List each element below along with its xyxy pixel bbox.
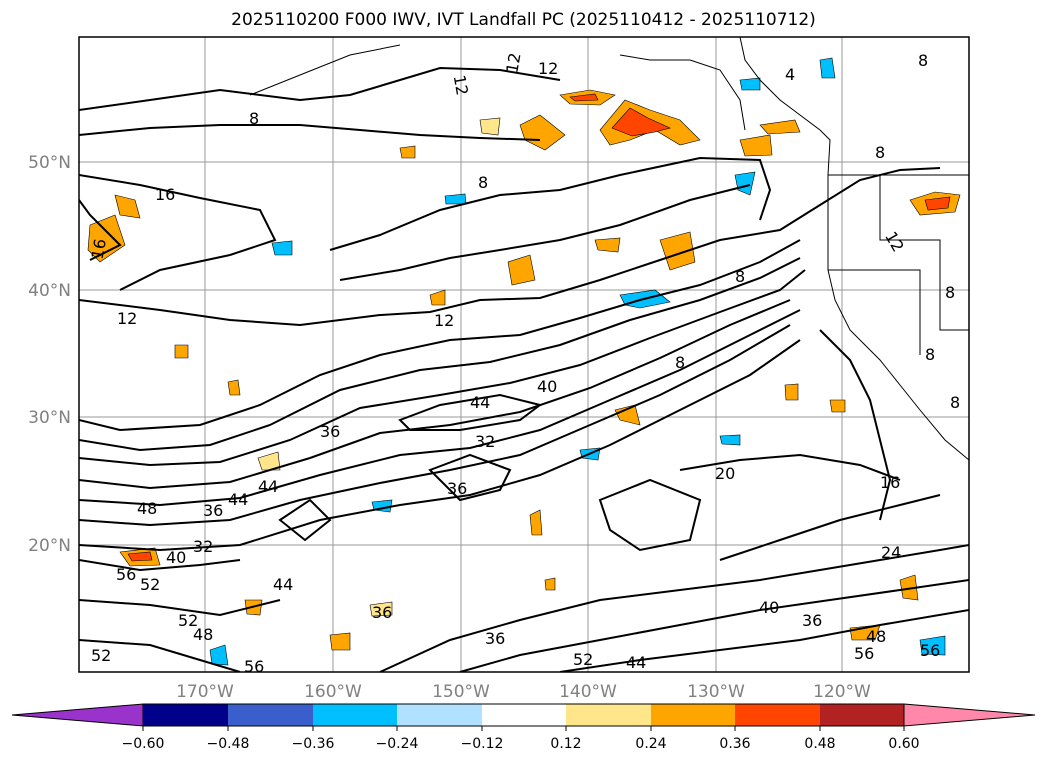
lon-label: 170°W: [176, 682, 234, 702]
map-frame: [78, 36, 970, 673]
lat-label: 20°N: [28, 536, 71, 556]
contour-label: 36: [372, 603, 392, 622]
contour-label: 56: [244, 657, 264, 676]
shaded-anomalies: [87, 57, 961, 666]
colorbar-segment: [143, 704, 228, 726]
colorbar-tick: 0.12: [550, 736, 581, 752]
colorbar-tick: 0.60: [888, 736, 919, 752]
colorbar-max-extension: [903, 703, 1036, 727]
colorbar-tick: −0.36: [292, 736, 335, 752]
contour-label: 8: [735, 267, 745, 286]
colorbar-tick: −0.24: [376, 736, 419, 752]
colorbar-segment: [651, 704, 735, 726]
contour-label: 36: [485, 629, 505, 648]
colorbar-min-extension: [11, 703, 144, 727]
contour-label: 24: [881, 543, 901, 562]
contour-label: 56: [116, 565, 136, 584]
contour-label: 12: [117, 309, 137, 328]
contour-label: 44: [626, 653, 646, 672]
contour-label: 44: [273, 575, 293, 594]
contour-label: 12: [450, 74, 472, 97]
contour-label: 12: [434, 311, 454, 330]
contour-label: 52: [573, 650, 593, 669]
contour-label: 48: [866, 627, 886, 646]
contour-label: 52: [140, 575, 160, 594]
coastlines: [249, 37, 969, 461]
colorbar-segment: [820, 704, 904, 726]
colorbar-tick-labels: −0.60 −0.48 −0.36 −0.24 −0.12 0.12 0.24 …: [122, 736, 920, 752]
contour-label: 40: [537, 377, 557, 396]
contour-label: 8: [675, 353, 685, 372]
map-title: 2025110200 F000 IWV, IVT Landfall PC (20…: [231, 10, 816, 30]
contour-label: 48: [137, 499, 157, 518]
lon-label: 130°W: [687, 682, 745, 702]
contour-label: 56: [854, 644, 874, 663]
colorbar-segment: [566, 704, 651, 726]
contour-label: 16: [155, 185, 175, 204]
contour-label: 36: [447, 479, 467, 498]
contour-label: 32: [193, 537, 213, 556]
colorbar-tick: 0.24: [635, 736, 666, 752]
colorbar-segment: [228, 704, 313, 726]
colorbar-segment: [482, 704, 566, 726]
lon-label: 150°W: [432, 682, 490, 702]
contour-label: 36: [203, 501, 223, 520]
contour-label: 36: [320, 422, 340, 441]
contour-label: 8: [478, 173, 488, 192]
contour-label: 48: [193, 625, 213, 644]
colorbar-tick: 0.48: [804, 736, 835, 752]
contour-label: 16: [880, 473, 900, 492]
contour-label: 8: [950, 393, 960, 412]
colorbar-segment: [397, 704, 482, 726]
contour-label: 20: [715, 464, 735, 483]
contour-label: 40: [166, 548, 186, 567]
lat-label: 50°N: [28, 153, 71, 173]
iwv-contours: [79, 66, 969, 672]
contour-label: 56: [920, 641, 940, 660]
contour-label: 16: [88, 237, 110, 260]
colorbar-tick: −0.12: [461, 736, 504, 752]
contour-label: 8: [918, 51, 928, 70]
colorbar-tick: 0.36: [719, 736, 750, 752]
contour-label: 8: [945, 283, 955, 302]
lon-label: 160°W: [304, 682, 362, 702]
contour-label: 44: [228, 490, 248, 509]
contour-label: 12: [538, 59, 558, 78]
contour-label: 40: [759, 598, 779, 617]
contour-label: 44: [470, 393, 490, 412]
lon-label: 120°W: [813, 682, 871, 702]
contour-label: 4: [785, 65, 795, 84]
gridlines: [79, 37, 969, 672]
lon-label: 140°W: [559, 682, 617, 702]
contour-label: 52: [91, 646, 111, 665]
colorbar-tick: −0.60: [122, 736, 165, 752]
contour-label: 44: [258, 477, 278, 496]
contour-label: 52: [178, 611, 198, 630]
contour-label: 8: [925, 345, 935, 364]
lat-label: 40°N: [28, 281, 71, 301]
latitude-labels: 50°N 40°N 30°N 20°N: [28, 153, 71, 556]
contour-label: 32: [475, 432, 495, 451]
lat-label: 30°N: [28, 408, 71, 428]
contour-label: 12: [502, 51, 524, 74]
contour-label: 36: [802, 611, 822, 630]
colorbar-tick: −0.48: [207, 736, 250, 752]
colorbar-segment: [313, 704, 397, 726]
contour-label: 8: [249, 109, 259, 128]
colorbar-segment: [735, 704, 820, 726]
colorbar: −0.60 −0.48 −0.36 −0.24 −0.12 0.12 0.24 …: [11, 703, 1036, 752]
contour-label: 8: [875, 143, 885, 162]
longitude-labels: 170°W 160°W 150°W 140°W 130°W 120°W: [176, 682, 871, 702]
